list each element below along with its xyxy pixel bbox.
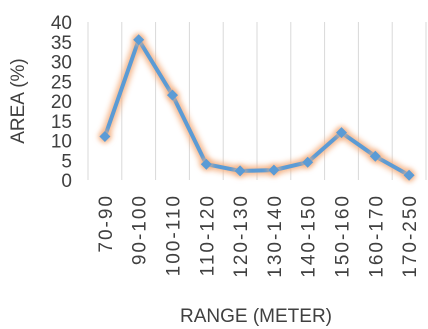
x-tick-label-150-160: 150-160	[333, 194, 354, 278]
data-point-140-150	[302, 156, 314, 168]
data-point-170-250	[403, 169, 415, 181]
y-tick-label-35: 35	[51, 33, 72, 54]
data-point-130-140	[268, 164, 280, 176]
x-tick-label-130-140: 130-140	[265, 194, 286, 278]
series-layer	[97, 32, 417, 183]
data-point-100-110	[167, 89, 178, 101]
x-tick-label-140-150: 140-150	[299, 194, 320, 278]
x-tick-label-160-170: 160-170	[366, 194, 387, 278]
x-tick-label-70-90: 70-90	[96, 194, 117, 253]
data-point-70-90	[99, 131, 111, 143]
data-point-160-170	[369, 150, 381, 162]
data-point-90-100	[133, 34, 145, 46]
x-axis-ticks: 70-90 90-100 100-110 110-120 120-130 130-140 1…	[96, 194, 421, 278]
y-tick-label-20: 20	[51, 92, 72, 113]
y-tick-label-30: 30	[51, 53, 72, 74]
y-tick-label-25: 25	[51, 72, 72, 93]
y-axis-title: AREA (%)	[8, 58, 29, 144]
y-tick-label-15: 15	[51, 112, 72, 133]
y-tick-label-5: 5	[61, 151, 72, 172]
x-axis-title: RANGE (METER)	[180, 306, 332, 327]
data-point-150-160	[336, 127, 347, 139]
y-tick-label-40: 40	[51, 13, 72, 34]
x-tick-label-100-110: 100-110	[164, 194, 185, 276]
series-line-0	[102, 37, 412, 178]
x-tick-label-110-120: 110-120	[197, 194, 218, 276]
y-tick-label-0: 0	[61, 171, 72, 192]
gridlines	[87, 22, 427, 180]
data-point-110-120	[200, 158, 212, 170]
y-tick-label-10: 10	[51, 132, 72, 153]
data-point-120-130	[234, 165, 246, 177]
x-tick-label-170-250: 170-250	[400, 194, 421, 278]
x-tick-label-120-130: 120-130	[231, 194, 252, 278]
x-tick-label-90-100: 90-100	[130, 194, 151, 265]
